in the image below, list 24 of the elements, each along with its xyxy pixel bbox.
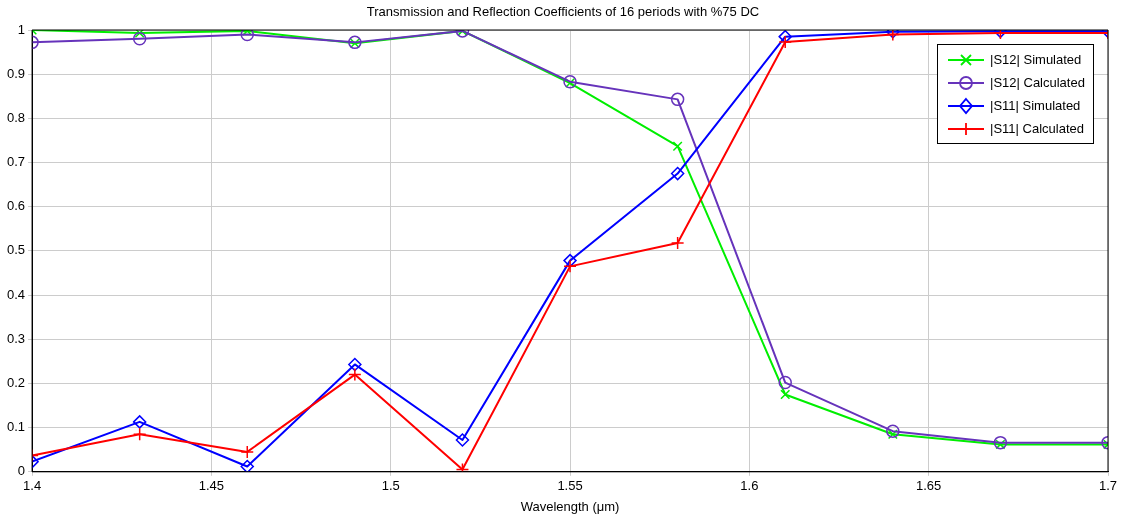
legend-label: |S12| Simulated [990,52,1082,67]
y-tick-label: 0.5 [6,242,26,258]
y-tick-label: 0.4 [6,286,26,302]
y-tick-label: 1 [17,21,26,37]
y-tick-label: 0.3 [6,330,26,346]
x-tick-label: 1.4 [23,478,42,494]
legend-label: |S12| Calculated [990,75,1085,90]
y-tick-label: 0.8 [6,109,26,125]
x-tick-label: 1.55 [557,478,583,494]
y-tick-label: 0 [17,463,26,479]
y-tick-label: 0.9 [6,65,26,81]
x-tick-label: 1.45 [198,478,225,494]
y-tick-label: 0.6 [6,198,26,214]
x-tick-label: 1.7 [1098,478,1118,494]
y-tick-label: 0.7 [6,154,26,170]
x-axis-title: Wavelength (μm) [520,498,620,514]
y-tick-label: 0.1 [6,419,26,435]
chart-title: Transmission and Reflection Coefficients of 16 periods with %75 DC [365,4,761,19]
x-tick-label: 1.5 [381,478,400,494]
x-tick-label: 1.6 [740,478,759,494]
y-tick-label: 0.2 [6,375,26,391]
x-tick-label: 1.65 [916,478,942,494]
legend-label: |S11| Calculated [990,121,1084,136]
legend-label: |S11| Simulated [990,98,1081,113]
